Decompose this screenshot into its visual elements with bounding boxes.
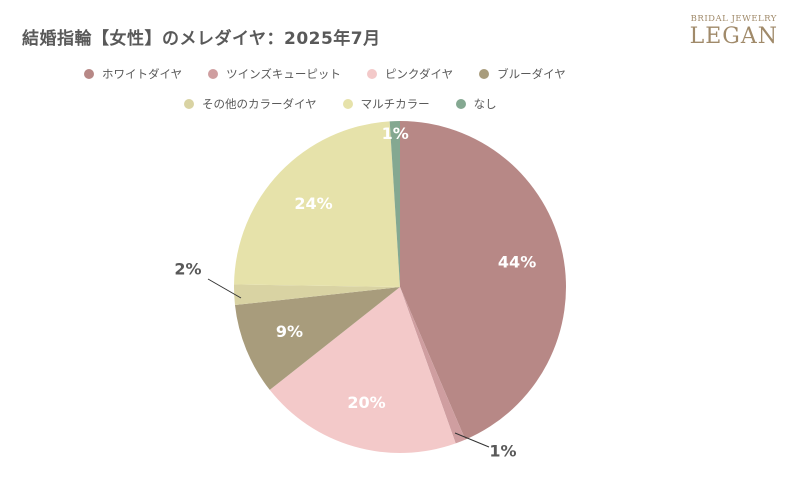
legend-row-2: その他のカラーダイヤ マルチカラー なし (184, 96, 497, 112)
pie-slice (389, 121, 400, 287)
legend-label: ピンクダイヤ (384, 67, 454, 81)
legend-item: その他のカラーダイヤ (184, 96, 317, 112)
pie-slice (234, 121, 400, 288)
legend-swatch (455, 99, 466, 109)
pie-slice (400, 121, 566, 440)
legend-label: ブルーダイヤ (497, 67, 566, 81)
legend-swatch (366, 69, 377, 79)
brand-subtitle: BRIDAL JEWELRY (690, 14, 777, 24)
leader-line (454, 432, 490, 448)
pie-slice (400, 287, 466, 444)
legend-item: ホワイトダイヤ (84, 66, 182, 82)
brand-logo: BRIDAL JEWELRY LEGAN (690, 14, 778, 49)
slice-value-label: 24% (294, 194, 332, 213)
legend-item: ツインズキューピット (208, 66, 341, 82)
slice-value-label: 1% (489, 442, 516, 461)
legend-item: なし (455, 96, 497, 112)
slice-value-label: 2% (174, 260, 201, 279)
legend-swatch (184, 99, 194, 109)
slice-value-label: 20% (347, 393, 385, 412)
pie-slice (269, 287, 456, 453)
legend-label: その他のカラーダイヤ (202, 97, 317, 111)
slice-value-label: 1% (382, 124, 409, 143)
legend-label: ホワイトダイヤ (102, 67, 183, 81)
legend-swatch (342, 99, 353, 109)
brand-name: LEGAN (689, 24, 778, 49)
leader-line (207, 278, 242, 299)
legend-swatch (479, 69, 490, 79)
legend-swatch (84, 69, 94, 79)
pie-slice (234, 287, 400, 390)
legend-label: マルチカラー (360, 97, 430, 111)
legend-item: ブルーダイヤ (479, 66, 566, 82)
legend-item: マルチカラー (342, 96, 430, 112)
legend-item: ピンクダイヤ (366, 66, 454, 82)
legend-row-1: ホワイトダイヤ ツインズキューピット ピンクダイヤ ブルーダイヤ (84, 66, 566, 82)
legend-label: ツインズキューピット (226, 67, 341, 81)
pie-slice (234, 284, 400, 306)
legend-label: なし (473, 97, 497, 111)
slice-value-label: 44% (498, 252, 536, 271)
legend-swatch (208, 69, 219, 79)
chart-title: 結婚指輪【女性】のメレダイヤ：2025年7月 (22, 29, 381, 49)
slice-value-label: 9% (276, 322, 303, 341)
